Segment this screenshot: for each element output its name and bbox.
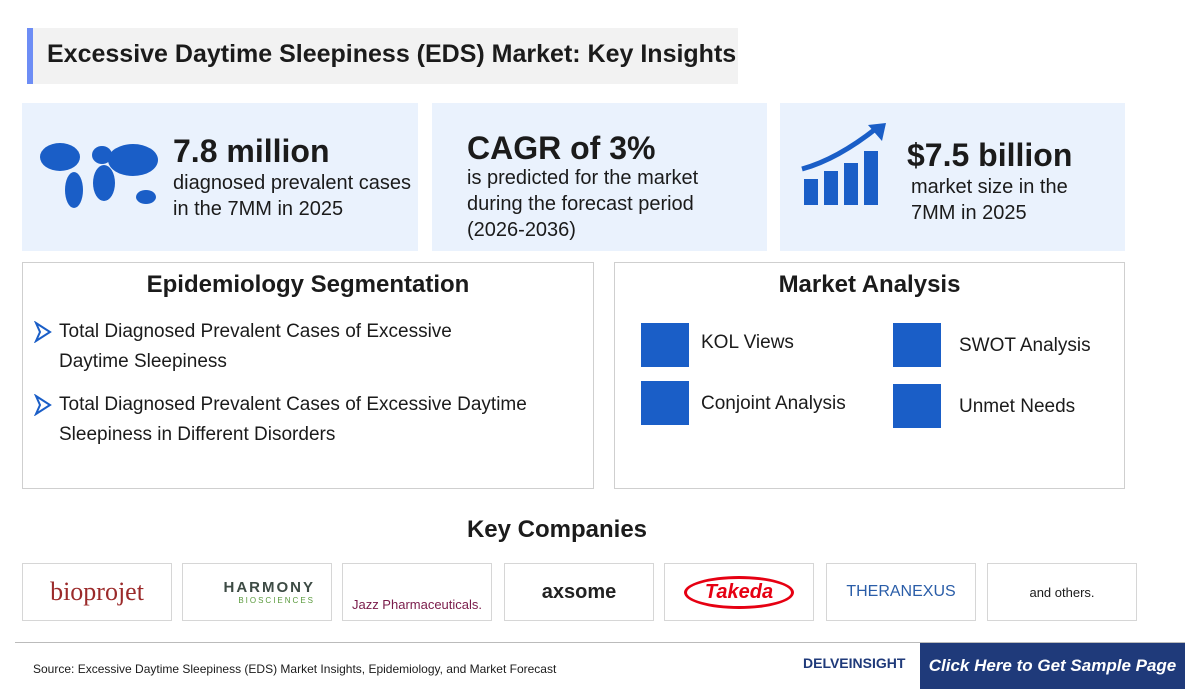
- company-logo: Jazz Pharmaceuticals.: [342, 563, 492, 621]
- company-name: Takeda: [683, 575, 795, 609]
- text-line: Sleepiness in Different Disorders: [59, 424, 336, 445]
- stat-value: $7.5 billion: [907, 137, 1073, 173]
- stat-value: 7.8 million: [173, 133, 330, 169]
- stat-card: $7.5 billion market size in the 7MM in 20…: [780, 103, 1125, 251]
- stat-value: CAGR of 3%: [467, 130, 656, 166]
- analysis-item: Conjoint Analysis: [701, 393, 846, 414]
- text-line: market size in the: [911, 176, 1068, 198]
- company-logo: and others.: [987, 563, 1137, 621]
- stat-card: CAGR of 3% is predicted for the market du…: [432, 103, 767, 251]
- text-line: Daytime Sleepiness: [59, 351, 227, 372]
- section-title: Epidemiology Segmentation: [146, 271, 470, 298]
- section-title: Market Analysis: [778, 271, 961, 298]
- text-line: Total Diagnosed Prevalent Cases of Exces…: [59, 394, 527, 415]
- stat-text: is predicted for the market during the fo…: [467, 165, 698, 243]
- text-line: in the 7MM in 2025: [173, 198, 344, 220]
- conjoint-icon: [641, 381, 689, 425]
- analysis-item: KOL Views: [701, 332, 794, 353]
- text-line: is predicted for the market: [467, 167, 699, 189]
- company-name: BIOSCIENCES: [238, 596, 315, 605]
- world-map-icon: [40, 143, 158, 208]
- divider: [15, 642, 1185, 643]
- stat-card: 7.8 million diagnosed prevalent cases in …: [22, 103, 418, 251]
- kol-icon: [641, 323, 689, 367]
- list-item: Total Diagnosed Prevalent Cases of Exces…: [59, 317, 452, 377]
- text-line: during the forecast period: [467, 193, 694, 215]
- company-name: THERANEXUS: [846, 583, 956, 600]
- text-line: Total Diagnosed Prevalent Cases of Exces…: [59, 321, 452, 342]
- title-box: Excessive Daytime Sleepiness (EDS) Marke…: [27, 28, 738, 84]
- market-analysis-box: Market Analysis KOL Views SWOT Analysis …: [614, 262, 1125, 489]
- company-name: and others.: [1029, 584, 1095, 600]
- list-item: Total Diagnosed Prevalent Cases of Exces…: [59, 390, 527, 450]
- stat-text: market size in the 7MM in 2025: [911, 174, 1068, 226]
- analysis-item: Unmet Needs: [959, 396, 1076, 417]
- company-logo: bioprojet: [22, 563, 172, 621]
- unmet-needs-icon: [893, 384, 941, 428]
- text-line: diagnosed prevalent cases: [173, 172, 411, 194]
- swot-icon: [893, 323, 941, 367]
- bullet-icon: [34, 321, 52, 343]
- cta-button[interactable]: Click Here to Get Sample Page: [920, 643, 1185, 689]
- growth-icon: [801, 123, 886, 205]
- bullet-icon: [34, 394, 52, 416]
- text-line: (2026-2036): [467, 219, 576, 241]
- brand-logo: DELVEINSIGHT: [803, 655, 906, 671]
- company-name: bioprojet: [50, 577, 144, 606]
- company-logo: THERANEXUS: [826, 563, 976, 621]
- analysis-item: SWOT Analysis: [959, 335, 1091, 356]
- stat-text: diagnosed prevalent cases in the 7MM in 2…: [173, 170, 411, 222]
- company-name: HARMONY: [223, 579, 315, 596]
- company-logo: HARMONY BIOSCIENCES: [182, 563, 332, 621]
- company-logo: Takeda: [664, 563, 814, 621]
- company-name: axsome: [541, 580, 617, 603]
- company-logo: axsome: [504, 563, 654, 621]
- source-text: Source: Excessive Daytime Sleepiness (ED…: [33, 662, 557, 676]
- company-name: Jazz Pharmaceuticals.: [351, 597, 483, 612]
- text-line: 7MM in 2025: [911, 202, 1027, 224]
- section-title: Key Companies: [466, 516, 648, 543]
- title: Excessive Daytime Sleepiness (EDS) Marke…: [47, 40, 737, 68]
- epidemiology-box: Epidemiology Segmentation Total Diagnose…: [22, 262, 594, 489]
